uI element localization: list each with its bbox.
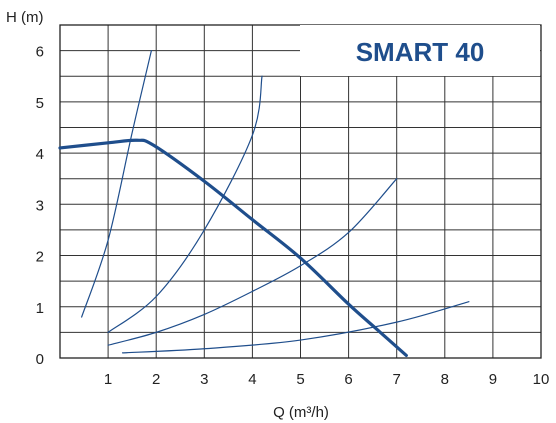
x-tick-label: 1 [104,371,112,388]
title-badge [300,25,540,76]
y-tick-label: 4 [36,146,44,163]
y-axis-title: H (m) [6,9,44,26]
x-tick-label: 4 [248,371,256,388]
x-tick-label: 9 [489,371,497,388]
x-tick-label: 2 [152,371,160,388]
y-tick-label: 5 [36,95,44,112]
system-curve [107,178,398,346]
x-tick-label: 3 [200,371,208,388]
y-tick-label: 1 [36,300,44,317]
pump-performance-curve [58,138,408,358]
y-tick-label: 2 [36,249,44,266]
x-tick-label: 10 [533,371,550,388]
x-tick-label: 5 [296,371,304,388]
x-tick-label: 7 [393,371,401,388]
x-tick-label: 6 [344,371,352,388]
x-axis-title: Q (m³/h) [273,404,329,421]
system-curve [121,301,470,354]
y-tick-label: 3 [36,197,44,214]
system-curve [81,50,152,318]
chart-title: SMART 40 [356,37,485,67]
tick-labels: 1 2 3 4 5 6 7 8 9 10 0 1 2 3 4 5 6 [36,44,550,388]
y-tick-label: 6 [36,44,44,61]
y-tick-label: 0 [36,351,44,368]
system-curve [107,75,263,333]
x-tick-label: 8 [441,371,449,388]
curves [58,50,470,358]
